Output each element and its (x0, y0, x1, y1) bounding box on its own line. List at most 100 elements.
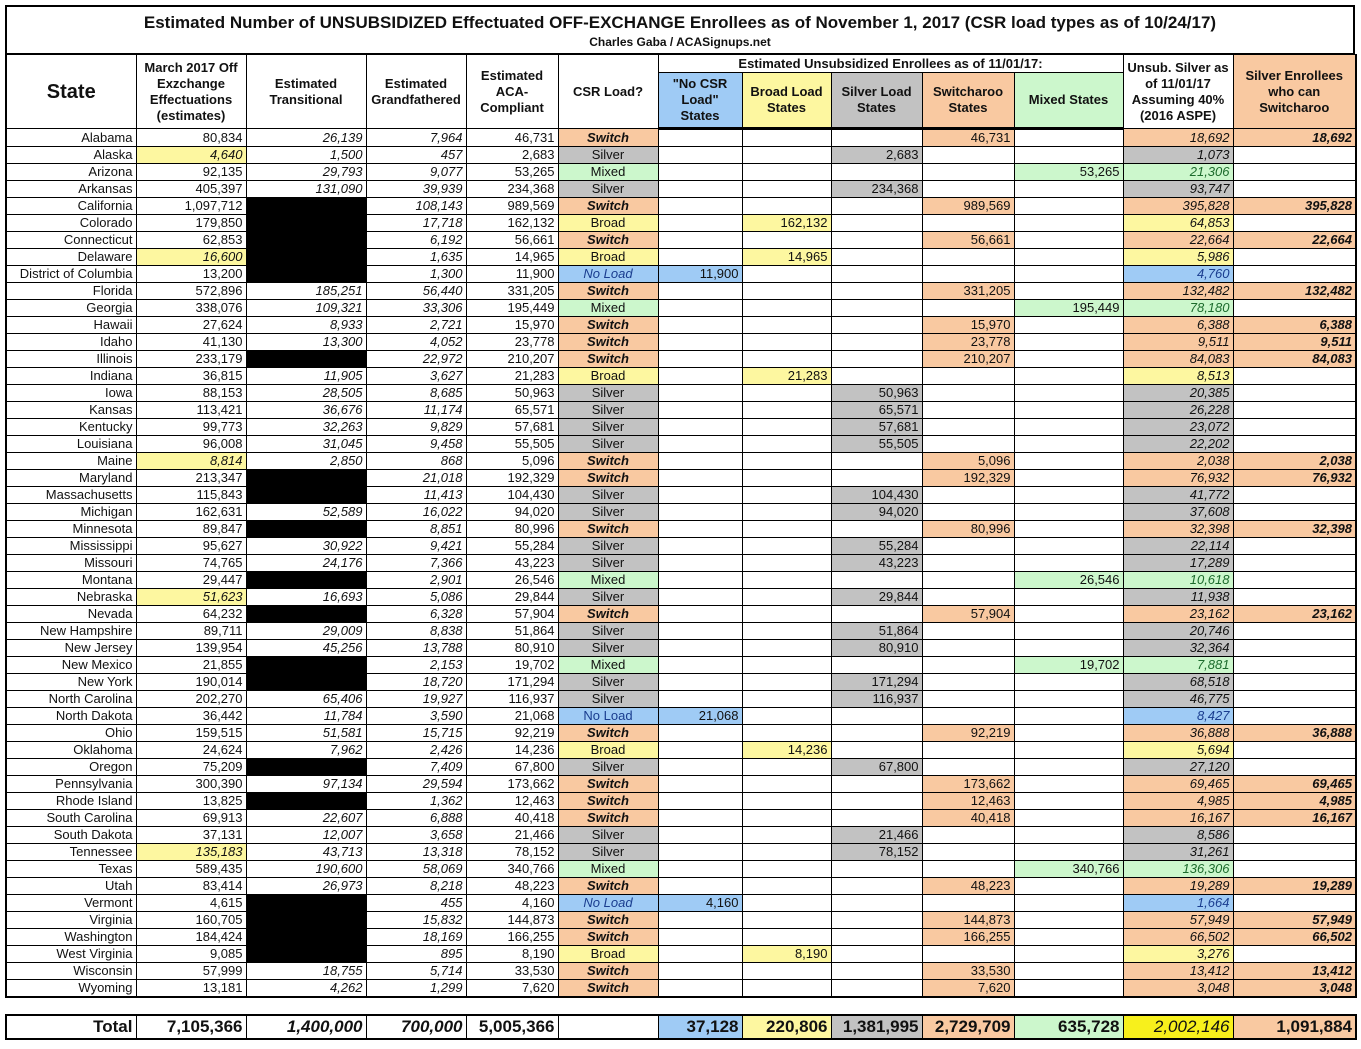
csr-load-badge: No Load (557, 707, 659, 725)
header-csr-load: CSR Load? (557, 54, 659, 129)
transitional-value: 45,256 (245, 639, 367, 657)
silver-empty (830, 962, 923, 980)
transitional-value: 2,850 (245, 452, 367, 470)
unsub-silver-value: 7,881 (1122, 656, 1234, 674)
switcharoo-empty (921, 860, 1015, 878)
unsub-silver-value: 78,180 (1122, 299, 1234, 317)
broad-empty (741, 690, 832, 708)
aca-value: 67,800 (465, 758, 559, 776)
aca-value: 80,996 (465, 520, 559, 538)
unsub-silver-value: 6,388 (1122, 316, 1234, 334)
transitional-value: 11,905 (245, 367, 367, 385)
noload-empty (657, 248, 743, 266)
march-value: 88,153 (135, 384, 247, 402)
silver-empty (830, 231, 923, 249)
switcharoo-enrollees-empty (1232, 180, 1357, 198)
aca-value: 57,681 (465, 418, 559, 436)
noload-empty (657, 163, 743, 181)
state-name: Nevada (5, 605, 137, 623)
silver-empty (830, 775, 923, 793)
unsub-silver-value: 5,986 (1122, 248, 1234, 266)
march-value: 37,131 (135, 826, 247, 844)
switcharoo-empty (921, 571, 1015, 589)
broad-empty (741, 775, 832, 793)
switcharoo-value: 144,873 (921, 911, 1015, 929)
broad-empty (741, 826, 832, 844)
table-row: New Jersey 139,954 45,256 13,788 80,910 Silve… (5, 639, 1357, 657)
state-name: Maine (5, 452, 137, 470)
switcharoo-empty (921, 146, 1015, 164)
spacer-row (6, 997, 1356, 1015)
grandfathered-value: 3,658 (365, 826, 467, 844)
noload-empty (657, 741, 743, 759)
noload-value: 4,160 (657, 894, 743, 912)
grandfathered-value: 9,421 (365, 537, 467, 555)
noload-empty (657, 299, 743, 317)
march-value: 57,999 (135, 962, 247, 980)
noload-empty (657, 673, 743, 691)
silver-value: 50,963 (830, 384, 923, 402)
broad-empty (741, 350, 832, 368)
broad-empty (741, 792, 832, 810)
unsub-silver-value: 20,385 (1122, 384, 1234, 402)
csr-load-badge: Switch (557, 877, 659, 895)
table-row: Ohio 159,515 51,581 15,715 92,219 Switch 92,21… (5, 724, 1357, 742)
header-march: March 2017 Off Exzchange Effectuations (… (135, 54, 247, 129)
broad-empty (741, 180, 832, 198)
state-name: Virginia (5, 911, 137, 929)
mixed-empty (1013, 724, 1124, 742)
broad-empty (741, 316, 832, 334)
switcharoo-empty (921, 741, 1015, 759)
unsub-silver-value: 68,518 (1122, 673, 1234, 691)
march-value: 95,627 (135, 537, 247, 555)
mixed-empty (1013, 248, 1124, 266)
march-value: 89,711 (135, 622, 247, 640)
grandfathered-value: 2,721 (365, 316, 467, 334)
noload-empty (657, 775, 743, 793)
silver-empty (830, 128, 923, 147)
state-name: Minnesota (5, 520, 137, 538)
aca-value: 2,683 (465, 146, 559, 164)
switcharoo-enrollees-empty (1232, 214, 1357, 232)
switcharoo-enrollees-empty (1232, 639, 1357, 657)
aca-value: 192,329 (465, 469, 559, 487)
noload-empty (657, 690, 743, 708)
csr-load-badge: Silver (557, 690, 659, 708)
header-switcharoo: Switcharoo States (921, 72, 1015, 130)
march-value: 69,913 (135, 809, 247, 827)
silver-value: 2,683 (830, 146, 923, 164)
switcharoo-enrollees-value: 2,038 (1232, 452, 1357, 470)
aca-value: 80,910 (465, 639, 559, 657)
state-name: Oklahoma (5, 741, 137, 759)
broad-empty (741, 503, 832, 521)
silver-value: 94,020 (830, 503, 923, 521)
mixed-empty (1013, 384, 1124, 402)
noload-empty (657, 622, 743, 640)
grandfathered-value: 19,927 (365, 690, 467, 708)
silver-empty (830, 350, 923, 368)
mixed-empty (1013, 826, 1124, 844)
mixed-empty (1013, 962, 1124, 980)
broad-empty (741, 452, 832, 470)
mixed-empty (1013, 894, 1124, 912)
state-name: West Virginia (5, 945, 137, 963)
unsub-silver-value: 20,746 (1122, 622, 1234, 640)
unsub-silver-value: 84,083 (1122, 350, 1234, 368)
march-value: 9,085 (135, 945, 247, 963)
table-row: Rhode Island 13,825 1,362 12,463 Switch 12,46… (5, 792, 1357, 810)
table-row: New York 190,014 18,720 171,294 Silver 171,29… (5, 673, 1357, 691)
march-value: 96,008 (135, 435, 247, 453)
mixed-empty (1013, 741, 1124, 759)
switcharoo-enrollees-value: 395,828 (1232, 197, 1357, 215)
switcharoo-empty (921, 945, 1015, 963)
state-name: Vermont (5, 894, 137, 912)
unsub-silver-value: 46,775 (1122, 690, 1234, 708)
switcharoo-enrollees-empty (1232, 146, 1357, 164)
march-value: 62,853 (135, 231, 247, 249)
march-value: 159,515 (135, 724, 247, 742)
broad-empty (741, 809, 832, 827)
switcharoo-empty (921, 367, 1015, 385)
redacted-cell (245, 350, 367, 368)
grandfathered-value: 457 (365, 146, 467, 164)
mixed-empty (1013, 486, 1124, 504)
